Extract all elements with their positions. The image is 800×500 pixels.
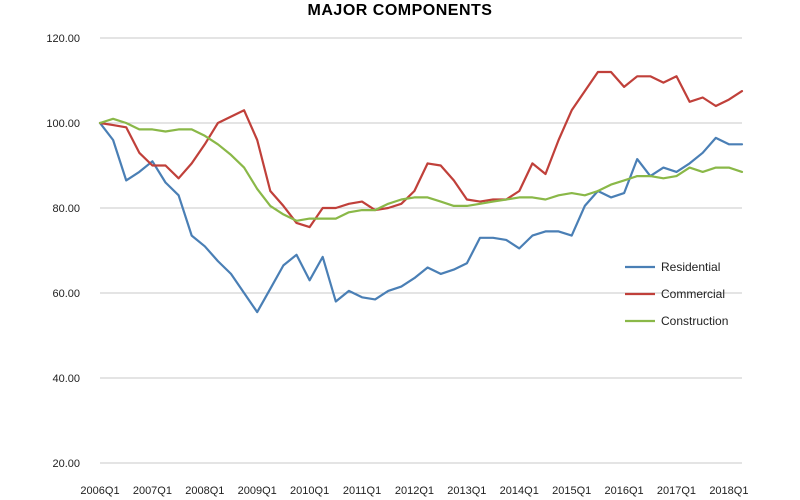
y-tick-label: 120.00 [46, 33, 80, 45]
x-tick-label: 2017Q1 [657, 485, 696, 497]
x-tick-label: 2015Q1 [552, 485, 591, 497]
y-tick-label: 40.00 [52, 373, 80, 385]
x-tick-label: 2007Q1 [133, 485, 172, 497]
x-tick-label: 2009Q1 [238, 485, 277, 497]
series-line-construction [98, 117, 744, 222]
series-line-residential [98, 121, 744, 314]
x-tick-label: 2012Q1 [395, 485, 434, 497]
x-tick-label: 2011Q1 [343, 485, 381, 497]
grid-lines [100, 37, 742, 464]
x-tick-label: 2006Q1 [80, 485, 119, 497]
legend-label-commercial: Commercial [661, 287, 725, 301]
x-tick-label: 2016Q1 [605, 485, 644, 497]
y-tick-label: 20.00 [52, 458, 80, 470]
legend-label-construction: Construction [661, 314, 728, 328]
x-tick-label: 2018Q1 [709, 485, 748, 497]
y-axis-ticks: 20.00 40.00 60.00 80.00 100.00 120.00 [46, 33, 80, 470]
legend: Residential Commercial Construction [625, 260, 728, 328]
y-tick-label: 60.00 [52, 288, 80, 300]
x-tick-label: 2010Q1 [290, 485, 329, 497]
x-tick-label: 2008Q1 [185, 485, 224, 497]
chart-title: MAJOR COMPONENTS [307, 2, 493, 19]
x-tick-label: 2014Q1 [500, 485, 539, 497]
x-tick-label: 2013Q1 [447, 485, 486, 497]
y-tick-label: 80.00 [52, 203, 80, 215]
x-axis-ticks: 2006Q1 2007Q1 2008Q1 2009Q1 2010Q1 2011Q1 2012… [80, 485, 748, 497]
series-lines [98, 70, 744, 314]
series-line-commercial [98, 70, 744, 229]
legend-label-residential: Residential [661, 260, 720, 274]
y-tick-label: 100.00 [46, 118, 80, 130]
